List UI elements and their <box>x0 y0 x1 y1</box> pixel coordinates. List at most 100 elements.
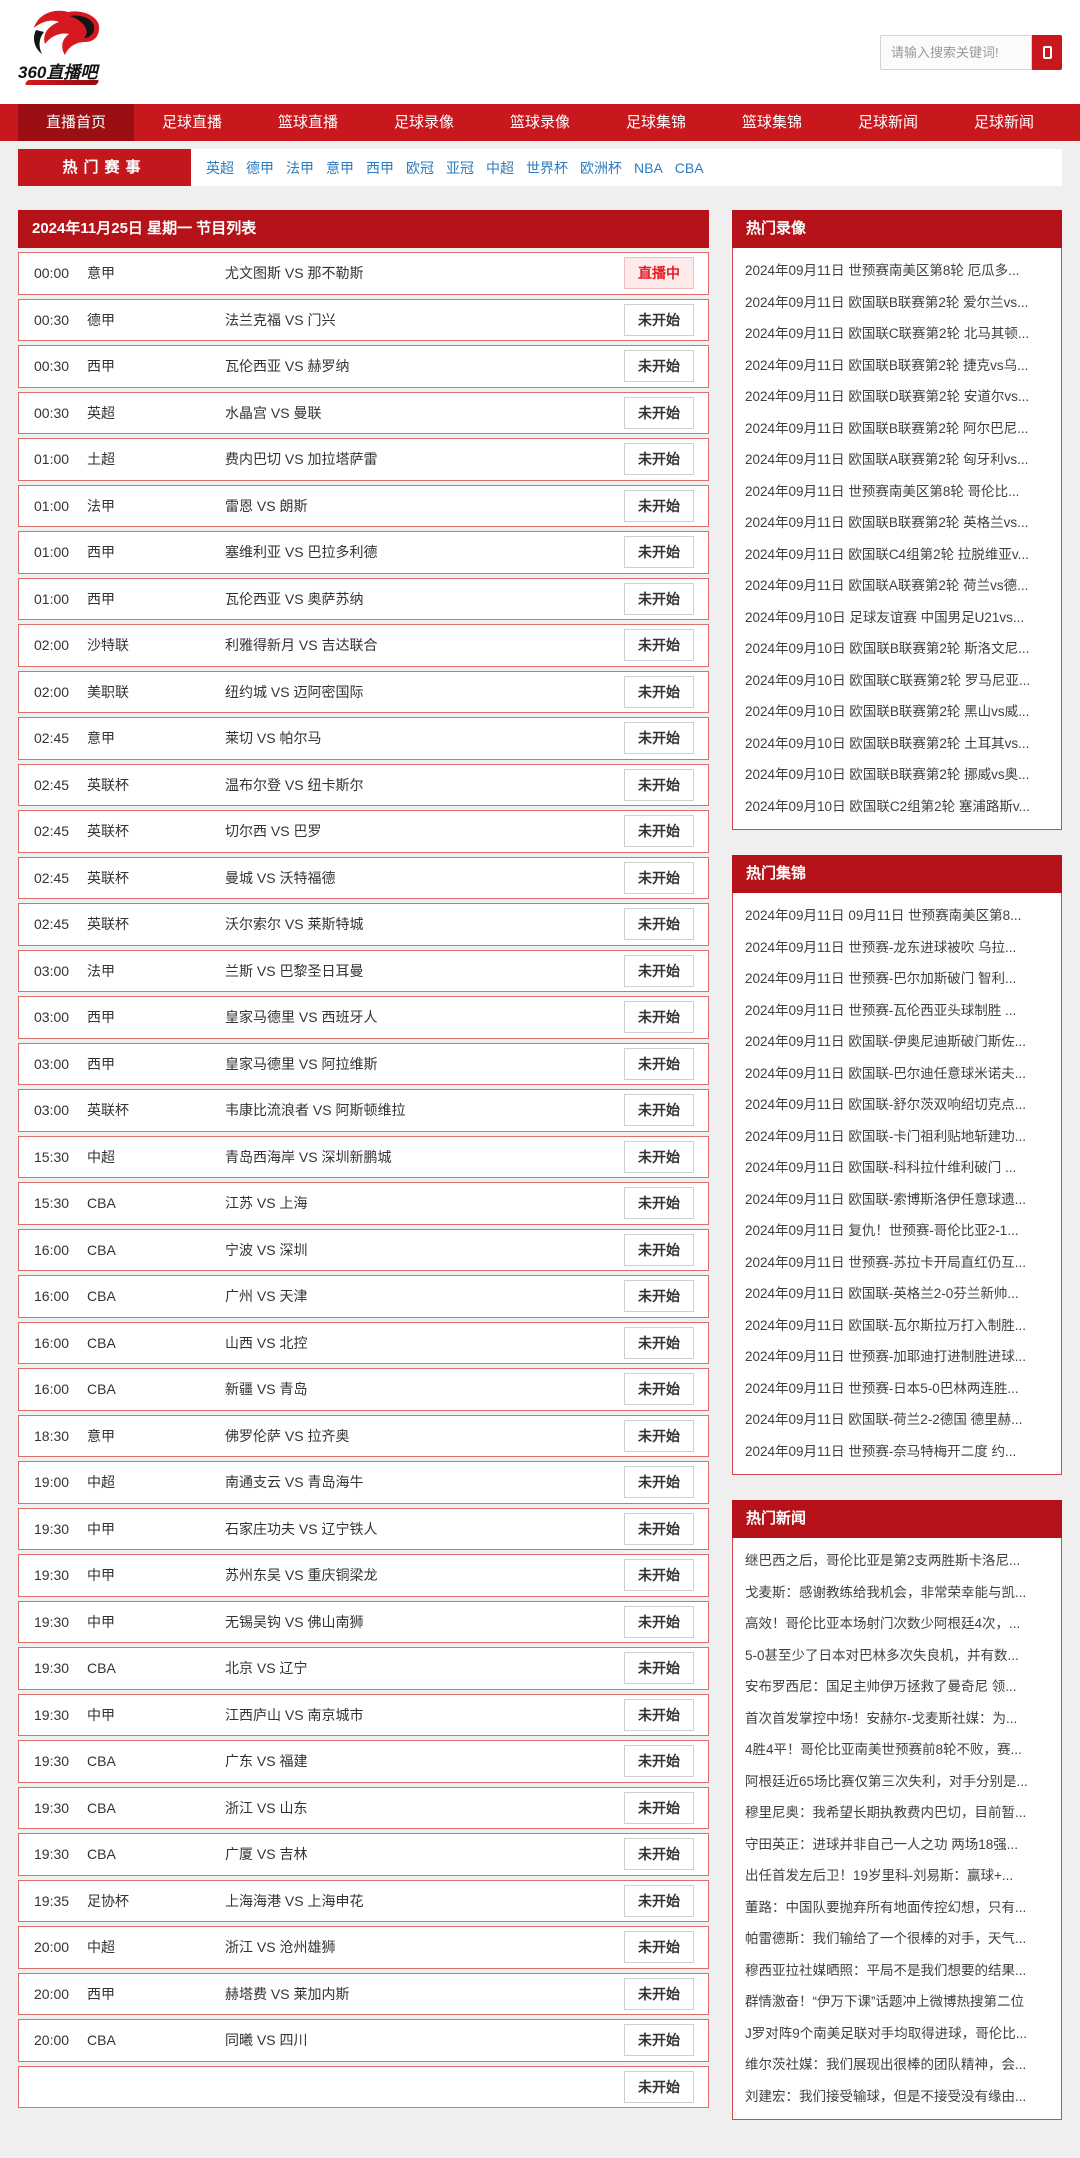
status-badge[interactable]: 未开始 <box>624 1140 694 1173</box>
recording-link[interactable]: 2024年09月11日 欧国联A联赛第2轮 荷兰vs德... <box>745 578 1029 593</box>
highlight-link[interactable]: 2024年09月11日 欧国联-索博斯洛伊任意球遗... <box>745 1191 1027 1207</box>
table-row[interactable]: 02:45 英联杯 温布尔登 VS 纽卡斯尔 未开始 <box>18 763 709 806</box>
table-row[interactable]: 02:00 美职联 纽约城 VS 迈阿密国际 未开始 <box>18 670 709 713</box>
recording-link[interactable]: 2024年09月11日 欧国联A联赛第2轮 匈牙利vs... <box>745 452 1029 467</box>
nav-tab[interactable]: 篮球直播 <box>277 114 338 131</box>
hot-event-link[interactable]: 欧冠 <box>406 159 434 176</box>
status-badge[interactable]: 未开始 <box>624 1559 694 1592</box>
search-button[interactable] <box>1032 34 1062 70</box>
status-badge[interactable]: 未开始 <box>624 815 694 848</box>
news-link[interactable]: 穆里尼奥：我希望长期执教费内巴切，目前暂... <box>745 1805 1027 1820</box>
news-link[interactable]: 董路：中国队要抛弃所有地面传控幻想，只有... <box>745 1899 1027 1915</box>
status-badge[interactable]: 未开始 <box>624 722 694 755</box>
news-link[interactable]: 戈麦斯：感谢教练给我机会，非常荣幸能与凯... <box>745 1584 1027 1600</box>
table-row[interactable]: 01:00 土超 费内巴切 VS 加拉塔萨雷 未开始 <box>18 438 709 481</box>
recording-link[interactable]: 2024年09月10日 欧国联B联赛第2轮 挪威vs奥... <box>745 767 1030 782</box>
recording-link[interactable]: 2024年09月11日 欧国联C4组第2轮 拉脱维亚v... <box>745 546 1029 562</box>
nav-tab[interactable]: 足球直播 <box>161 114 222 131</box>
status-badge[interactable]: 未开始 <box>624 1047 694 1080</box>
hot-event-link[interactable]: 欧洲杯 <box>580 159 622 176</box>
recording-link[interactable]: 2024年09月11日 欧国联B联赛第2轮 捷克vs乌... <box>745 357 1029 373</box>
table-row[interactable]: 00:30 德甲 法兰克福 VS 门兴 未开始 <box>18 298 709 341</box>
hot-event-link[interactable]: 中超 <box>486 159 514 176</box>
status-badge[interactable]: 未开始 <box>624 1094 694 1127</box>
table-row[interactable]: 01:00 西甲 瓦伦西亚 VS 奥萨苏纳 未开始 <box>18 577 709 620</box>
highlight-link[interactable]: 2024年09月11日 世预赛-奈马特梅开二度 约... <box>745 1443 1017 1459</box>
nav-tab[interactable]: 足球新闻 <box>857 114 918 131</box>
news-link[interactable]: 维尔茨社媒：我们展现出很棒的团队精神，会... <box>745 2057 1027 2072</box>
status-badge[interactable]: 未开始 <box>624 1977 694 2010</box>
news-link[interactable]: 高效！哥伦比亚本场射门次数少阿根廷4次，... <box>745 1616 1021 1631</box>
hot-event-link[interactable]: 意甲 <box>326 159 354 176</box>
table-row[interactable]: 16:00 CBA 山西 VS 北控 未开始 <box>18 1321 709 1364</box>
status-badge[interactable]: 未开始 <box>624 582 694 615</box>
status-badge[interactable]: 未开始 <box>624 675 694 708</box>
table-row[interactable]: 03:00 西甲 皇家马德里 VS 西班牙人 未开始 <box>18 996 709 1039</box>
status-badge[interactable]: 未开始 <box>624 303 694 336</box>
highlight-link[interactable]: 2024年09月11日 复仇！世预赛-哥伦比亚2-1... <box>745 1223 1019 1238</box>
news-link[interactable]: 继巴西之后，哥伦比亚是第2支两胜斯卡洛尼... <box>745 1553 1021 1568</box>
status-badge[interactable]: 未开始 <box>624 443 694 476</box>
table-row[interactable]: 02:45 英联杯 沃尔索尔 VS 莱斯特城 未开始 <box>18 903 709 946</box>
table-row[interactable]: 20:00 中超 浙江 VS 沧州雄狮 未开始 <box>18 1926 709 1969</box>
status-badge[interactable]: 未开始 <box>624 1187 694 1220</box>
status-badge[interactable]: 未开始 <box>624 1838 694 1871</box>
status-badge[interactable]: 未开始 <box>624 861 694 894</box>
table-row[interactable]: 16:00 CBA 宁波 VS 深圳 未开始 <box>18 1228 709 1271</box>
recording-link[interactable]: 2024年09月11日 欧国联B联赛第2轮 阿尔巴尼... <box>745 420 1029 436</box>
status-badge[interactable]: 未开始 <box>624 2024 694 2057</box>
table-row[interactable]: 19:30 中甲 石家庄功夫 VS 辽宁铁人 未开始 <box>18 1507 709 1550</box>
recording-link[interactable]: 2024年09月10日 欧国联B联赛第2轮 土耳其vs... <box>745 735 1030 751</box>
table-row[interactable]: 01:00 法甲 雷恩 VS 朗斯 未开始 <box>18 484 709 527</box>
recording-link[interactable]: 2024年09月11日 欧国联B联赛第2轮 英格兰vs... <box>745 515 1029 530</box>
highlight-link[interactable]: 2024年09月11日 欧国联-荷兰2-2德国 德里赫... <box>745 1412 1023 1427</box>
table-row[interactable]: 02:45 英联杯 曼城 VS 沃特福德 未开始 <box>18 856 709 899</box>
highlight-link[interactable]: 2024年09月11日 欧国联-舒尔茨双响绍切克点... <box>745 1097 1027 1112</box>
recording-link[interactable]: 2024年09月11日 欧国联B联赛第2轮 爱尔兰vs... <box>745 294 1029 310</box>
table-row[interactable]: 15:30 中超 青岛西海岸 VS 深圳新鹏城 未开始 <box>18 1135 709 1178</box>
news-link[interactable]: 4胜4平！哥伦比亚南美世预赛前8轮不败，赛... <box>745 1742 1022 1757</box>
status-badge[interactable]: 未开始 <box>624 1280 694 1313</box>
status-badge[interactable]: 未开始 <box>624 1326 694 1359</box>
table-row[interactable]: 18:30 意甲 佛罗伦萨 VS 拉齐奥 未开始 <box>18 1414 709 1457</box>
table-row[interactable]: 03:00 英联杯 韦康比流浪者 VS 阿斯顿维拉 未开始 <box>18 1089 709 1132</box>
status-badge[interactable]: 未开始 <box>624 1001 694 1034</box>
table-row[interactable]: 15:30 CBA 江苏 VS 上海 未开始 <box>18 1182 709 1225</box>
table-row[interactable]: 01:00 西甲 塞维利亚 VS 巴拉多利德 未开始 <box>18 531 709 574</box>
status-badge[interactable]: 未开始 <box>624 1791 694 1824</box>
news-link[interactable]: 穆西亚拉社媒晒照：平局不是我们想要的结果... <box>745 1962 1027 1978</box>
highlight-link[interactable]: 2024年09月11日 09月11日 世预赛南美区第8... <box>745 908 1022 923</box>
highlight-link[interactable]: 2024年09月11日 欧国联-巴尔迪任意球米诺夫... <box>745 1065 1027 1081</box>
status-badge[interactable]: 未开始 <box>624 1373 694 1406</box>
status-badge[interactable]: 未开始 <box>624 1466 694 1499</box>
site-logo[interactable]: 360直播吧 <box>18 6 128 98</box>
news-link[interactable]: 群情激奋！“伊万下课”话题冲上微博热搜第二位 <box>745 1994 1024 2009</box>
status-badge[interactable]: 未开始 <box>624 536 694 569</box>
status-badge[interactable]: 未开始 <box>624 489 694 522</box>
table-row[interactable]: 00:30 西甲 瓦伦西亚 VS 赫罗纳 未开始 <box>18 345 709 388</box>
table-row[interactable]: 00:30 英超 水晶宫 VS 曼联 未开始 <box>18 391 709 434</box>
hot-event-link[interactable]: CBA <box>674 159 704 176</box>
status-badge[interactable]: 未开始 <box>624 1884 694 1917</box>
table-row[interactable]: 19:35 足协杯 上海海港 VS 上海申花 未开始 <box>18 1879 709 1922</box>
recording-link[interactable]: 2024年09月11日 世预赛南美区第8轮 哥伦比... <box>745 483 1020 499</box>
nav-tab[interactable]: 足球新闻 <box>973 114 1034 131</box>
status-badge[interactable]: 未开始 <box>624 1745 694 1778</box>
status-badge[interactable]: 未开始 <box>624 1652 694 1685</box>
status-badge[interactable]: 未开始 <box>624 1698 694 1731</box>
news-link[interactable]: 刘建宏：我们接受输球，但是不接受没有缘由... <box>745 2088 1027 2104</box>
highlight-link[interactable]: 2024年09月11日 世预赛-苏拉卡开局直红仍互... <box>745 1254 1027 1270</box>
table-row[interactable]: 19:00 中超 南通支云 VS 青岛海牛 未开始 <box>18 1461 709 1504</box>
highlight-link[interactable]: 2024年09月11日 世预赛-瓦伦西亚头球制胜 ... <box>745 1002 1017 1018</box>
recording-link[interactable]: 2024年09月10日 欧国联B联赛第2轮 黑山vs威... <box>745 704 1030 719</box>
table-row[interactable]: 19:30 CBA 广东 VS 福建 未开始 <box>18 1740 709 1783</box>
news-link[interactable]: 5-0甚至少了日本对巴林多次失良机，并有数... <box>745 1647 1019 1663</box>
status-badge[interactable]: 未开始 <box>624 1512 694 1545</box>
recording-link[interactable]: 2024年09月10日 足球友谊赛 中国男足U21vs... <box>745 609 1025 625</box>
recording-link[interactable]: 2024年09月10日 欧国联C联赛第2轮 罗马尼亚... <box>745 672 1031 688</box>
table-row[interactable]: 未开始 <box>18 2065 709 2108</box>
news-link[interactable]: 守田英正：进球并非自己一人之功 两场18强... <box>745 1836 1019 1852</box>
highlight-link[interactable]: 2024年09月11日 欧国联-卡门祖利贴地斩建功... <box>745 1128 1027 1144</box>
table-row[interactable]: 19:30 CBA 浙江 VS 山东 未开始 <box>18 1786 709 1829</box>
highlight-link[interactable]: 2024年09月11日 欧国联-英格兰2-0芬兰新帅... <box>745 1286 1019 1301</box>
